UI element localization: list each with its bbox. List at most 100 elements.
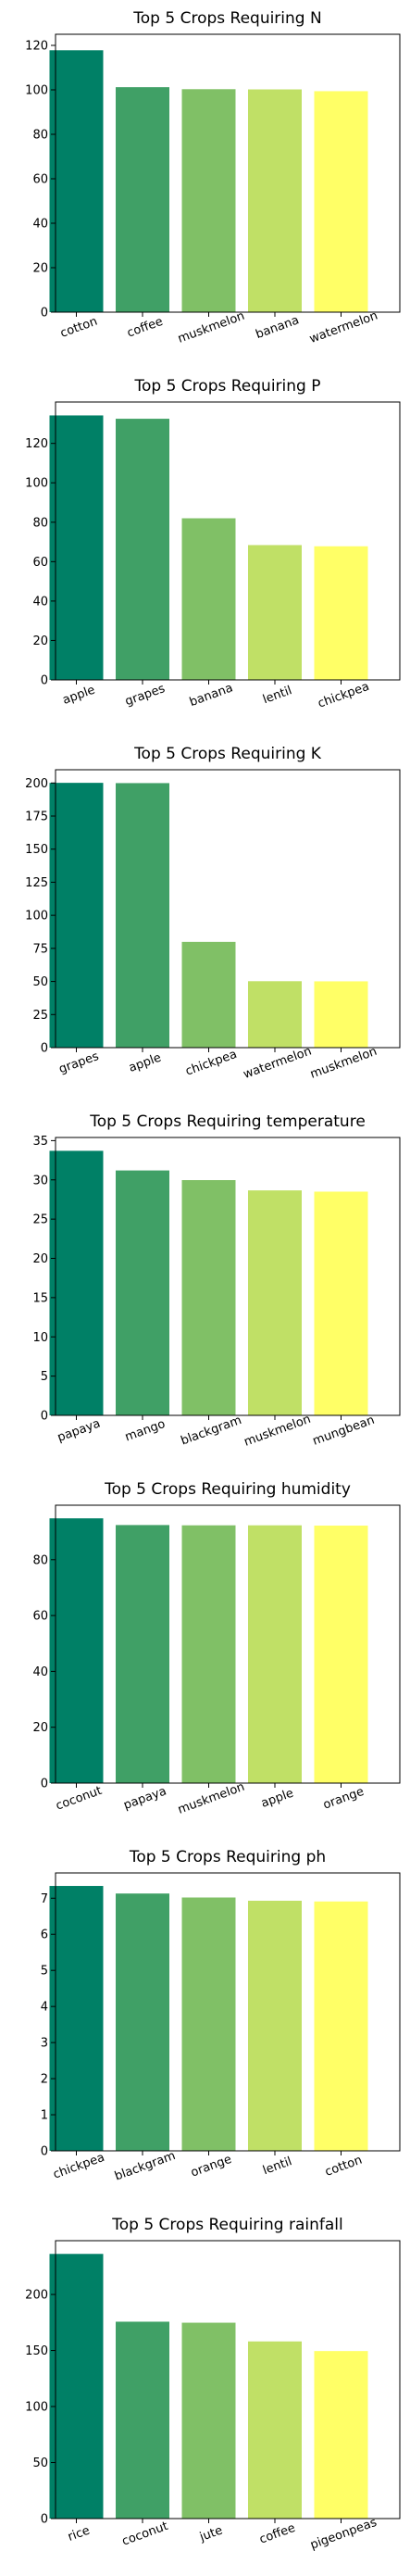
y-tick-label: 50 (32, 2457, 48, 2470)
bar-muskmelon (314, 981, 368, 1048)
y-tick-label: 40 (32, 1665, 48, 1679)
bar-coffee (116, 87, 169, 313)
x-tick-label: chickpea (52, 2151, 107, 2182)
y-tick-label: 0 (41, 1042, 48, 1056)
x-tick-label: cotton (323, 2154, 364, 2180)
bar-cotton (314, 1901, 368, 2151)
x-tick-label: chickpea (184, 1048, 240, 1079)
bar-orange (314, 1526, 368, 1783)
y-tick-label: 2 (41, 2073, 48, 2087)
y-tick-label: 1 (41, 2109, 48, 2123)
bar-chickpea (181, 941, 236, 1048)
x-tick-label: apple (259, 1786, 295, 1810)
bar-lentil (248, 1901, 302, 2151)
y-tick-label: 5 (41, 1370, 48, 1384)
x-tick-label: pigeonpeas (308, 2516, 379, 2553)
bar-watermelon (314, 91, 368, 312)
y-tick-label: 25 (32, 1213, 48, 1227)
plot-frame (55, 1872, 401, 2152)
chart-title: Top 5 Crops Requiring N (132, 9, 321, 28)
x-tick-label: blackgram (113, 2149, 178, 2184)
x-tick-label: rice (66, 2524, 92, 2545)
bar-apple (116, 783, 169, 1048)
x-tick-label: watermelon (307, 308, 379, 346)
bar-chickpea (49, 1886, 104, 2151)
y-tick-label: 100 (25, 84, 48, 98)
chart-title: Top 5 Crops Requiring ph (129, 1848, 326, 1866)
bar-apple (248, 1525, 302, 1783)
plot-frame (55, 33, 401, 313)
bar-banana (181, 518, 236, 680)
x-tick-label: apple (127, 1050, 163, 1074)
bar-blackgram (116, 1893, 169, 2151)
x-tick-label: muskmelon (308, 1045, 379, 1082)
y-tick-label: 100 (25, 2401, 48, 2415)
y-tick-label: 15 (32, 1291, 48, 1305)
y-tick-label: 60 (32, 1610, 48, 1624)
y-tick-label: 30 (32, 1174, 48, 1187)
plot-frame (55, 401, 401, 681)
y-tick-label: 120 (25, 40, 48, 54)
y-tick-label: 5 (41, 1965, 48, 1979)
plot-frame (55, 2240, 401, 2519)
y-tick-label: 0 (41, 1410, 48, 1424)
bar-orange (181, 1897, 236, 2151)
x-tick-label: papaya (122, 1784, 168, 1813)
chart-title: Top 5 Crops Requiring K (133, 745, 322, 763)
x-tick-label: banana (254, 313, 301, 342)
bar-rice (49, 2254, 104, 2519)
chart-3: Top 5 Crops Requiring K 0 25 50 75 100 125 150 1… (25, 745, 401, 1082)
y-tick-label: 20 (32, 635, 48, 648)
bar-banana (248, 89, 302, 313)
y-tick-label: 0 (41, 307, 48, 320)
y-tick-label: 80 (32, 129, 48, 143)
bar-coconut (116, 2321, 169, 2519)
x-tick-label: grapes (57, 1049, 101, 1076)
bar-cotton (49, 50, 104, 312)
y-tick-label: 200 (25, 777, 48, 791)
bar-apple (49, 415, 104, 680)
bar-muskmelon (181, 89, 236, 312)
bar-lentil (248, 545, 302, 680)
y-tick-label: 150 (25, 843, 48, 857)
plot-frame (55, 1137, 401, 1416)
x-tick-label: coffee (257, 2521, 297, 2547)
y-tick-label: 20 (32, 1721, 48, 1735)
bar-chickpea (314, 546, 368, 680)
y-tick-label: 4 (41, 2001, 48, 2015)
x-tick-label: orange (189, 2153, 233, 2180)
bar-mango (116, 1170, 169, 1415)
bar-watermelon (248, 981, 302, 1048)
x-tick-label: blackgram (179, 1414, 243, 1449)
x-tick-label: lentil (261, 684, 293, 707)
bar-coconut (49, 1518, 104, 1783)
y-tick-label: 0 (41, 674, 48, 688)
x-tick-label: muskmelon (242, 1413, 313, 1450)
plot-frame (55, 769, 401, 1049)
chart-title: Top 5 Crops Requiring humidity (104, 1480, 351, 1499)
bar-muskmelon (248, 1190, 302, 1415)
x-tick-label: jute (197, 2523, 225, 2545)
chart-title: Top 5 Crops Requiring temperature (89, 1112, 366, 1131)
x-tick-label: muskmelon (176, 309, 246, 346)
y-tick-label: 0 (41, 1778, 48, 1791)
y-tick-label: 125 (25, 876, 48, 890)
y-tick-label: 35 (32, 1135, 48, 1149)
bar-muskmelon (181, 1525, 236, 1783)
y-tick-label: 6 (41, 1929, 48, 1942)
chart-7: Top 5 Crops Requiring rainfall 0 50 100 150 2… (25, 2216, 401, 2553)
y-tick-label: 60 (32, 173, 48, 187)
y-tick-label: 100 (25, 910, 48, 924)
bar-papaya (116, 1525, 169, 1783)
y-tick-label: 100 (25, 477, 48, 491)
x-tick-label: coffee (125, 315, 165, 341)
y-tick-label: 25 (32, 1009, 48, 1023)
y-tick-label: 150 (25, 2344, 48, 2358)
bar-grapes (49, 783, 104, 1048)
bar-mungbean (314, 1191, 368, 1415)
chart-5: Top 5 Crops Requiring humidity 0 20 40 60 80 c… (32, 1480, 401, 1817)
bar-coffee (248, 2341, 302, 2519)
x-tick-label: lentil (261, 2155, 293, 2178)
y-tick-label: 200 (25, 2289, 48, 2303)
plot-frame (55, 1504, 401, 1784)
